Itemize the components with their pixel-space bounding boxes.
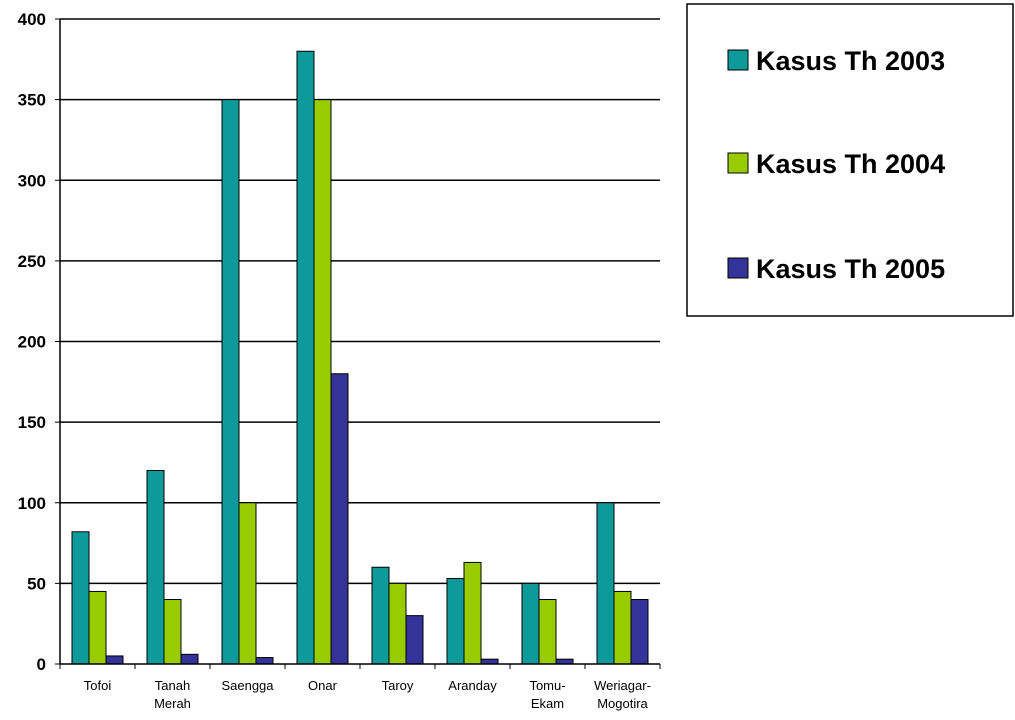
x-tick-label: Ekam — [531, 696, 564, 711]
y-tick-labels: 0 50 100 150 200 250 300 350 400 — [18, 10, 46, 674]
legend-swatch — [727, 257, 749, 279]
x-tick-labels: Tofoi Tanah Merah Saengga Onar Taroy Aranday To… — [84, 678, 651, 711]
legend-swatch — [727, 49, 749, 71]
x-tick-label: Merah — [154, 696, 191, 711]
bar-2-8 — [613, 590, 632, 665]
y-tick-label: 350 — [18, 91, 46, 110]
bar-3-8 — [630, 599, 649, 665]
axes — [55, 18, 661, 669]
x-tick-label: Tomu- — [529, 678, 565, 693]
x-tick-label: Taroy — [382, 678, 414, 693]
bar-1-6 — [446, 578, 465, 665]
legend: Kasus Th 2003 Kasus Th 2004 Kasus Th 2005 — [686, 3, 1014, 317]
bar-2-6 — [463, 561, 482, 665]
bar-2-2 — [163, 599, 182, 665]
bars — [71, 50, 649, 665]
bar-2-4 — [313, 99, 332, 665]
bar-3-2 — [180, 653, 199, 665]
y-tick-label: 0 — [37, 655, 46, 674]
bar-1-5 — [371, 566, 390, 665]
y-tick-label: 400 — [18, 10, 46, 29]
bar-3-4 — [330, 373, 349, 665]
y-tick-label: 200 — [18, 333, 46, 352]
x-tick-label: Saengga — [221, 678, 274, 693]
bar-1-7 — [521, 582, 540, 665]
x-tick-label: Aranday — [448, 678, 497, 693]
bar-3-5 — [405, 615, 424, 665]
legend-swatch — [727, 152, 749, 174]
y-tick-label: 300 — [18, 171, 46, 190]
bar-3-1 — [105, 655, 124, 665]
bar-1-2 — [146, 470, 165, 665]
bar-2-5 — [388, 582, 407, 665]
y-tick-label: 100 — [18, 494, 46, 513]
x-tick-label: Tofoi — [84, 678, 112, 693]
x-tick-label: Tanah — [155, 678, 190, 693]
bar-1-1 — [71, 531, 90, 665]
x-tick-label: Weriagar- — [594, 678, 651, 693]
x-tick-label: Onar — [308, 678, 338, 693]
bar-2-7 — [538, 599, 557, 665]
y-tick-label: 150 — [18, 413, 46, 432]
bar-1-8 — [596, 502, 615, 665]
y-tick-label: 250 — [18, 252, 46, 271]
legend-label: Kasus Th 2004 — [756, 149, 945, 179]
bar-1-3 — [221, 99, 240, 665]
bar-2-3 — [238, 502, 257, 665]
legend-label: Kasus Th 2003 — [756, 46, 945, 76]
legend-label: Kasus Th 2005 — [756, 254, 945, 284]
y-tick-label: 50 — [27, 574, 46, 593]
bar-1-4 — [296, 50, 315, 665]
x-tick-label: Mogotira — [597, 696, 648, 711]
bar-3-3 — [255, 657, 274, 665]
bar-2-1 — [88, 590, 107, 665]
